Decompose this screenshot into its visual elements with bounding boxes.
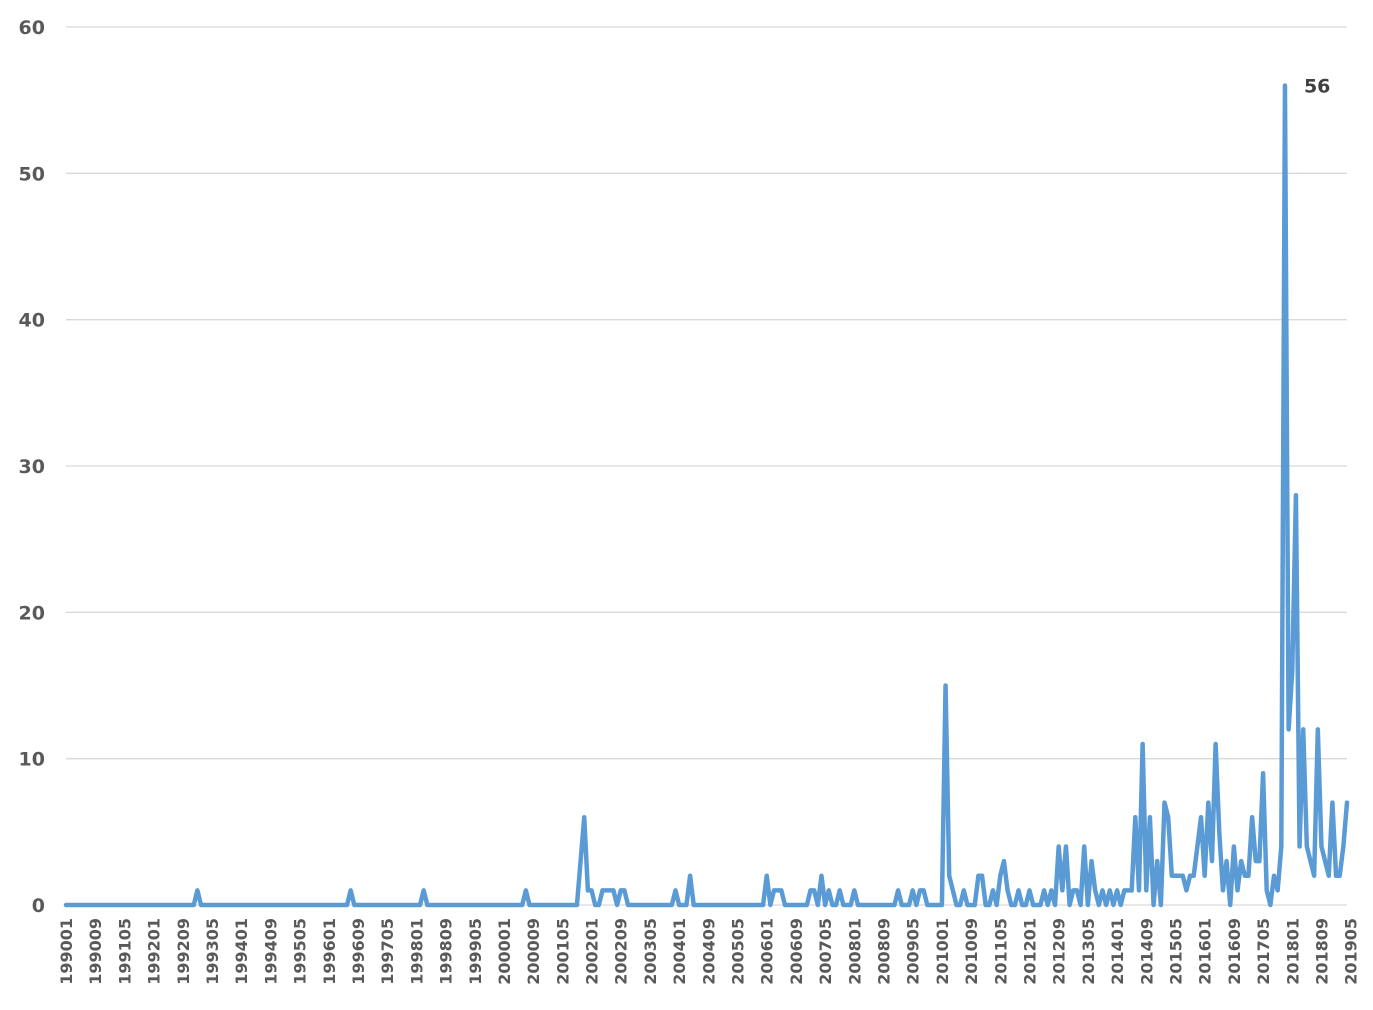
x-tick-label: 201105 bbox=[991, 918, 1010, 985]
y-tick-label: 60 bbox=[19, 17, 45, 39]
y-tick-label: 20 bbox=[19, 602, 45, 624]
x-tick-label: 200105 bbox=[553, 918, 572, 985]
y-axis-tick-labels: 0 10 20 30 40 50 60 bbox=[19, 17, 45, 917]
x-tick-label: 201905 bbox=[1342, 918, 1361, 985]
x-tick-label: 199001 bbox=[57, 918, 76, 985]
x-tick-label: 200809 bbox=[875, 918, 894, 985]
x-tick-label: 200201 bbox=[583, 918, 602, 985]
x-tick-label: 199201 bbox=[145, 918, 164, 985]
x-tick-label: 201001 bbox=[933, 918, 952, 985]
x-tick-label: 199505 bbox=[291, 918, 310, 985]
x-tick-label: 199209 bbox=[174, 918, 193, 985]
x-tick-label: 199609 bbox=[349, 918, 368, 985]
x-tick-label: 199009 bbox=[86, 918, 105, 985]
x-tick-label: 200001 bbox=[495, 918, 514, 985]
x-tick-label: 200609 bbox=[787, 918, 806, 985]
x-tick-label: 200009 bbox=[524, 918, 543, 985]
x-tick-label: 201305 bbox=[1079, 918, 1098, 985]
x-tick-label: 200401 bbox=[670, 918, 689, 985]
x-tick-label: 201601 bbox=[1196, 918, 1215, 985]
x-tick-label: 201505 bbox=[1166, 918, 1185, 985]
x-tick-label: 199401 bbox=[232, 918, 251, 985]
data-label-peak: 56 bbox=[1304, 76, 1330, 98]
x-axis-tick-labels: 199001 199009 199105 199201 199209 199305 1994… bbox=[57, 918, 1361, 985]
x-tick-label: 200801 bbox=[845, 918, 864, 985]
x-tick-label: 199801 bbox=[407, 918, 426, 985]
series-line-0 bbox=[63, 83, 1350, 908]
x-tick-label: 199601 bbox=[320, 918, 339, 985]
x-tick-label: 200409 bbox=[699, 918, 718, 985]
x-tick-label: 201809 bbox=[1312, 918, 1331, 985]
series-layer bbox=[63, 83, 1350, 908]
x-tick-label: 201409 bbox=[1137, 918, 1156, 985]
x-tick-label: 200505 bbox=[729, 918, 748, 985]
y-tick-label: 10 bbox=[19, 749, 45, 771]
x-tick-label: 199305 bbox=[203, 918, 222, 985]
x-tick-label: 201401 bbox=[1108, 918, 1127, 985]
x-tick-label: 200705 bbox=[816, 918, 835, 985]
x-tick-label: 201609 bbox=[1225, 918, 1244, 985]
y-tick-label: 30 bbox=[19, 456, 45, 478]
x-tick-label: 199105 bbox=[115, 918, 134, 985]
x-tick-label: 201009 bbox=[962, 918, 981, 985]
x-tick-label: 199905 bbox=[466, 918, 485, 985]
x-tick-label: 199809 bbox=[437, 918, 456, 985]
x-tick-label: 200305 bbox=[641, 918, 660, 985]
y-tick-label: 0 bbox=[32, 895, 45, 917]
data-labels: 56 bbox=[1304, 76, 1330, 98]
x-tick-label: 200209 bbox=[612, 918, 631, 985]
y-tick-label: 40 bbox=[19, 310, 45, 332]
gridlines bbox=[66, 26, 1347, 906]
x-tick-label: 199409 bbox=[261, 918, 280, 985]
x-tick-label: 201705 bbox=[1254, 918, 1273, 985]
x-tick-label: 200601 bbox=[758, 918, 777, 985]
y-tick-label: 50 bbox=[19, 163, 45, 185]
x-tick-label: 200905 bbox=[904, 918, 923, 985]
x-tick-label: 199705 bbox=[378, 918, 397, 985]
x-tick-label: 201209 bbox=[1050, 918, 1069, 985]
x-tick-label: 201201 bbox=[1020, 918, 1039, 985]
x-tick-label: 201801 bbox=[1283, 918, 1302, 985]
